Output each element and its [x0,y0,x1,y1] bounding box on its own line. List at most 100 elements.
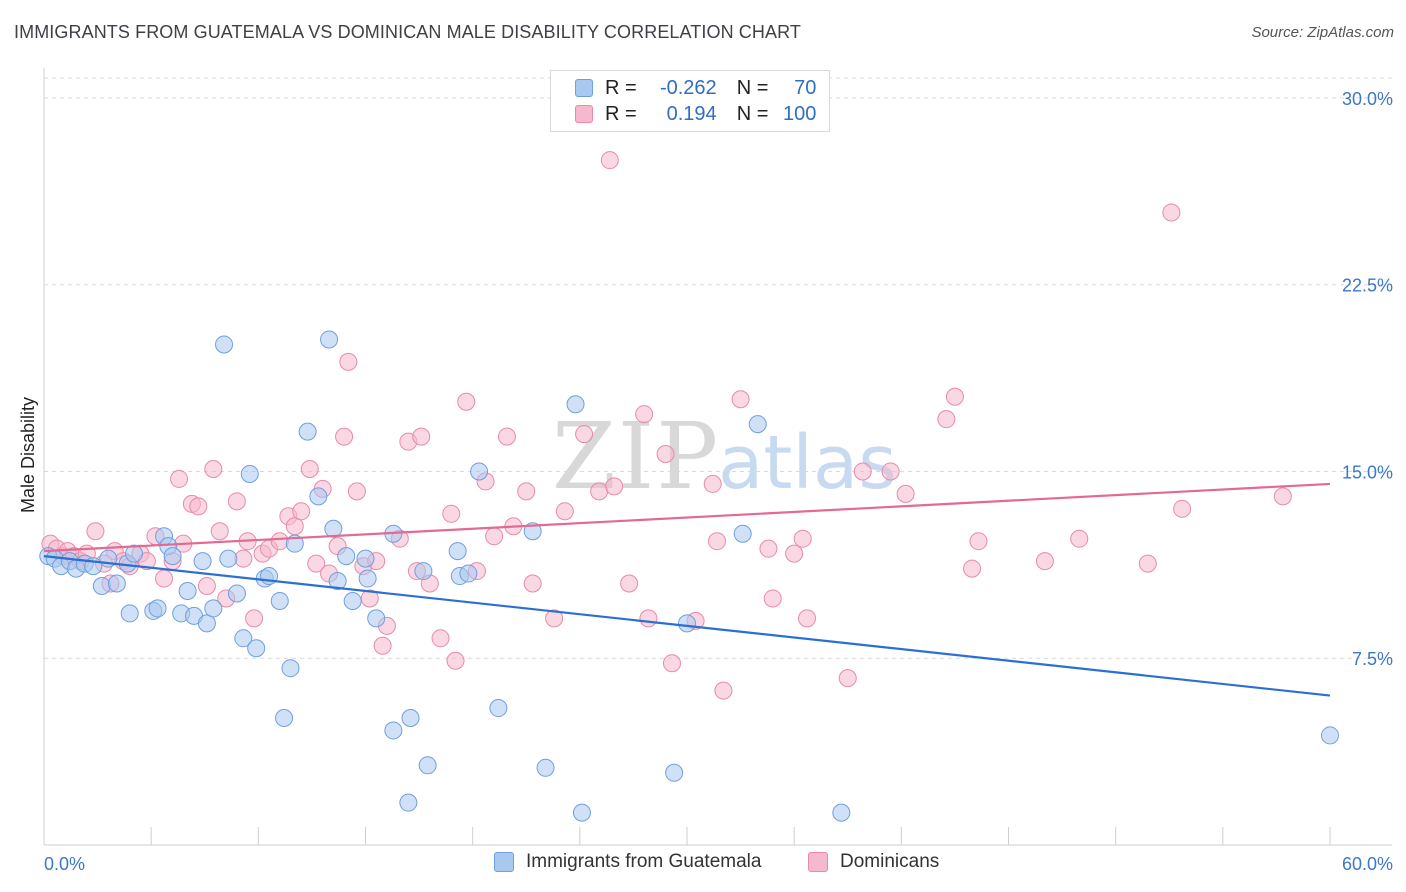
point-dominicans [763,589,782,608]
point-dominicans [731,390,750,409]
point-dominicans [523,574,542,593]
point-guatemala [832,803,851,822]
legend-r-value: 0.194 [666,102,717,125]
point-guatemala [523,522,542,541]
point-guatemala [414,562,433,581]
point-dominicans [1035,552,1054,571]
point-guatemala [163,547,182,566]
point-guatemala [470,462,489,481]
point-dominicans [1138,554,1157,573]
point-guatemala [197,614,216,633]
point-dominicans [86,522,105,541]
watermark-zip: ZIP [552,403,720,510]
y-axis-label: Male Disability [18,397,38,513]
point-guatemala [148,599,167,618]
point-dominicans [234,549,253,568]
point-dominicans [605,477,624,496]
point-dominicans [708,532,727,551]
point-dominicans [189,497,208,516]
point-dominicans [285,517,304,536]
point-dominicans [412,427,431,446]
point-guatemala [240,464,259,483]
point-dominicans [210,522,229,541]
point-dominicans [639,609,658,628]
point-dominicans [457,392,476,411]
gridlines [44,77,1392,659]
point-dominicans [1273,487,1292,506]
point-dominicans [497,427,516,446]
legend-row-dominicans: R = 0.194 N = 100 [575,102,816,126]
point-guatemala [678,614,696,633]
point-guatemala [748,415,767,434]
point-dominicans [969,532,988,551]
point-dominicans [853,462,872,481]
point-dominicans [1162,203,1181,222]
point-dominicans [662,654,681,673]
point-guatemala [384,721,403,740]
point-guatemala [665,763,684,782]
y-tick-label: 30.0% [1342,89,1393,109]
point-dominicans [170,469,189,488]
legend-r-label: R = [605,102,637,125]
legend-swatch-pink [575,105,593,123]
point-guatemala [120,604,139,623]
point-dominicans [227,492,246,511]
point-guatemala [367,609,386,628]
point-guatemala [281,659,300,678]
point-dominicans [1070,529,1089,548]
legend-n-value: 100 [783,102,817,125]
legend-row-guatemala: R = -0.262 N = 70 [575,76,816,100]
point-guatemala [178,581,197,600]
legend-swatch-blue [494,852,514,872]
point-dominicans [517,482,536,501]
point-dominicans [442,504,461,523]
point-dominicans [347,482,366,501]
point-dominicans [656,445,675,464]
point-guatemala [320,330,339,349]
point-dominicans [155,569,174,588]
watermark: ZIP atlas [552,403,897,510]
point-dominicans [300,459,319,478]
y-tick-label: 22.5% [1342,276,1393,296]
legend-item-label: Dominicans [840,851,940,872]
point-dominicans [446,651,465,670]
point-dominicans [485,527,504,546]
source-label: Source: ZipAtlas.com [1251,24,1394,41]
point-guatemala [337,547,356,566]
point-guatemala [309,487,328,506]
series-guatemala [39,330,1339,822]
point-guatemala [343,591,362,610]
point-guatemala [193,552,212,571]
point-dominicans [714,681,733,700]
point-guatemala [92,577,111,596]
point-dominicans [703,474,722,493]
point-dominicans [785,544,804,563]
legend-n-label: N = [736,102,769,125]
trend-line-dominicans [43,482,1331,553]
legend-swatch-blue [575,79,593,97]
point-dominicans [292,502,311,521]
point-dominicans [798,609,817,628]
point-dominicans [431,629,450,648]
point-dominicans [896,484,915,503]
point-dominicans [373,636,392,655]
point-dominicans [575,425,594,444]
point-dominicans [245,609,264,628]
point-guatemala [234,629,253,648]
watermark-atlas: atlas [718,420,897,506]
point-guatemala [270,591,289,610]
point-guatemala [399,793,418,812]
point-guatemala [1321,726,1339,745]
point-dominicans [945,387,964,406]
y-tick-label: 7.5% [1352,649,1393,669]
point-guatemala [572,803,591,822]
point-dominicans [881,462,900,481]
point-guatemala [227,584,246,603]
point-guatemala [566,395,585,414]
point-dominicans [635,405,654,424]
point-dominicans [838,669,857,688]
point-guatemala [324,519,343,538]
legend-item-dominicans: Dominicans [808,851,939,873]
point-guatemala [418,756,437,775]
